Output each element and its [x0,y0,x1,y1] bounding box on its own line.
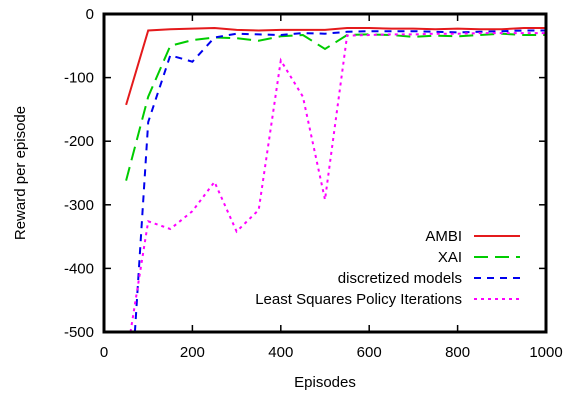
x-tick-label: 400 [268,344,293,361]
legend-label: XAI [438,249,462,266]
series-line-3 [133,29,546,332]
x-tick-label: 0 [100,344,108,361]
y-tick-label: -100 [64,70,94,87]
ticks-layer: 0 200 400 600 800 1000 0 -100 -200 -300 -400 -500 [64,6,563,361]
y-tick-label: -200 [64,133,94,150]
x-tick-label: 600 [357,344,382,361]
legend-label: discretized models [338,270,462,287]
legend-label: Least Squares Policy Iterations [255,291,462,308]
plot-frame [102,12,548,334]
y-tick-label: 0 [86,6,94,23]
x-tick-label: 800 [445,344,470,361]
x-tick-label: 200 [180,344,205,361]
legend: AMBI XAI discretized models Least Squares P… [255,228,520,308]
x-axis-title: Episodes [294,374,356,391]
series-lines-layer [125,26,546,332]
series-line-1 [125,26,546,106]
y-tick-label: -300 [64,197,94,214]
y-tick-label: -500 [64,324,94,341]
y-tick-label: -400 [64,260,94,277]
y-axis-title: Reward per episode [12,106,29,240]
x-tick-label: 1000 [529,344,562,361]
series-line-4 [129,32,546,332]
series-line-2 [125,32,546,181]
legend-label: AMBI [425,228,462,245]
